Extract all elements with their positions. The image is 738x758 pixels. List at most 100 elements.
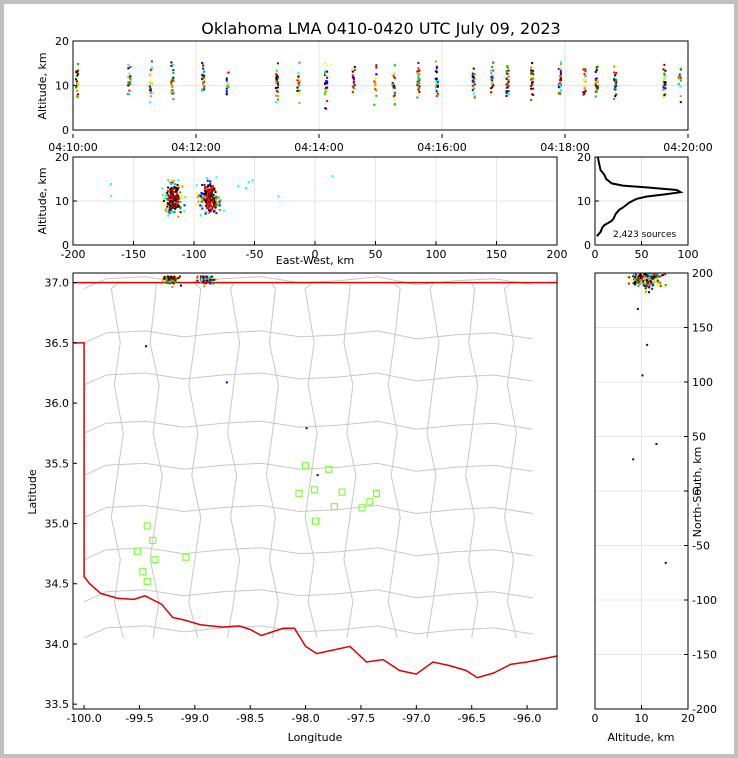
source-point [162,199,165,202]
source-point [161,187,164,190]
source-point [326,64,329,67]
county-line [265,283,279,638]
county-line [227,283,241,638]
source-point [505,94,508,97]
northsouth-altitude-ytick-label: 0 [692,485,699,498]
source-point [418,87,421,90]
map-ytick-label: 36.0 [45,397,70,410]
source-point [417,67,420,70]
source-point [595,69,598,72]
northsouth-altitude-ytick-label: -150 [692,649,717,662]
source-point [77,72,80,75]
source-point [491,66,494,69]
source-point [171,92,174,95]
source-point [215,212,218,215]
source-point [643,280,646,283]
source-point [633,279,636,282]
source-point [163,275,166,278]
source-point [170,182,173,185]
source-point [613,76,616,79]
source-point [202,67,205,70]
source-point [663,94,666,97]
source-point [596,80,599,83]
map-xtick-label: -99.0 [181,712,209,725]
source-point [176,200,179,203]
source-point [172,72,175,75]
histogram-ytick-label: 10 [577,195,591,208]
source-point [201,184,204,187]
histogram-ytick-label: 0 [584,239,591,252]
source-point [169,200,172,203]
source-point [203,277,206,280]
source-point [436,93,439,96]
source-point [649,276,652,279]
source-point [148,101,151,104]
source-point [392,85,395,88]
source-point [276,76,279,79]
source-point [417,78,420,81]
source-point [197,194,200,197]
source-point [505,90,508,93]
source-point [200,193,203,196]
northsouth-altitude-ytick-label: -100 [692,594,717,607]
source-point [127,67,130,70]
source-point [127,76,130,79]
source-point [208,201,211,204]
source-point [166,280,169,283]
source-point [201,77,204,80]
source-point [274,80,277,83]
source-point [166,190,169,193]
source-point [473,73,476,76]
lma-station-marker [358,504,366,512]
source-point [634,276,637,279]
northsouth-altitude-ylabel: North-South, km [691,447,704,538]
source-point [633,273,636,276]
map-ylabel: Latitude [26,469,39,515]
source-point [645,280,648,283]
source-point [203,285,206,288]
source-point [435,90,438,93]
source-point [435,84,438,87]
source-point [218,200,221,203]
source-point [210,192,213,195]
source-point [207,203,210,206]
source-point [183,204,186,207]
source-point [296,89,299,92]
altitude-eastwest-xtick-label: -100 [182,248,207,261]
source-point [172,98,175,101]
source-point [170,179,173,182]
source-point [202,80,205,83]
source-point [218,202,221,205]
source-point [277,195,280,198]
source-point [375,73,378,76]
source-point [435,71,438,74]
source-point [217,197,220,200]
source-point [204,200,207,203]
source-point [653,273,656,276]
source-point [352,80,355,83]
source-point [166,202,169,205]
source-point [434,60,437,63]
map-xtick-label: -98.0 [291,712,319,725]
source-point [351,68,354,71]
source-point [645,290,648,293]
source-point [416,71,419,74]
source-point [505,77,508,80]
source-point [167,179,170,182]
source-point [634,273,637,276]
northsouth-altitude-xtick-label: 10 [635,712,649,725]
source-point [178,184,181,187]
source-point [200,197,203,200]
lma-station-marker [151,556,159,564]
source-point [558,79,561,82]
source-point [205,205,208,208]
source-count-label: 2,423 sources [613,230,677,240]
source-point [168,278,171,281]
source-point [657,283,660,286]
source-point [393,94,396,97]
source-point [179,206,182,209]
source-point [594,79,597,82]
source-point [211,201,214,204]
source-point [169,197,172,200]
source-point [171,281,174,284]
